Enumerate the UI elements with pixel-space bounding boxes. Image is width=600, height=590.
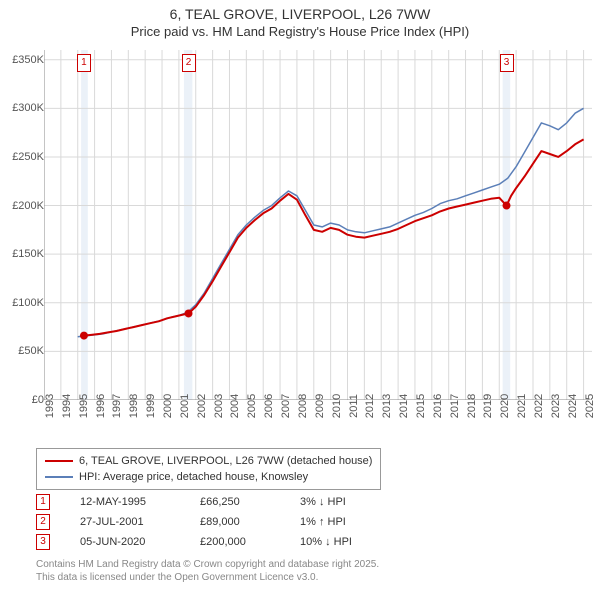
sale-date: 05-JUN-2020 [80, 536, 200, 548]
x-tick-label: 2020 [499, 394, 511, 418]
x-tick-label: 2008 [297, 394, 309, 418]
x-tick-label: 2012 [364, 394, 376, 418]
x-tick-label: 2022 [533, 394, 545, 418]
y-tick-label: £100K [12, 297, 44, 309]
x-tick-label: 2011 [348, 394, 360, 418]
sales-row: 1 12-MAY-1995 £66,250 3% ↓ HPI [36, 492, 420, 512]
title-line2: Price paid vs. HM Land Registry's House … [0, 24, 600, 39]
x-tick-label: 2006 [263, 394, 275, 418]
legend-label: HPI: Average price, detached house, Know… [79, 471, 308, 483]
x-tick-label: 2014 [398, 394, 410, 418]
sale-date: 27-JUL-2001 [80, 516, 200, 528]
footer-line1: Contains HM Land Registry data © Crown c… [36, 558, 379, 571]
sale-marker-box: 3 [500, 54, 514, 72]
sale-price: £66,250 [200, 496, 300, 508]
x-tick-label: 2016 [432, 394, 444, 418]
x-tick-label: 1994 [61, 394, 73, 418]
legend-swatch [45, 460, 73, 462]
x-tick-label: 2004 [229, 394, 241, 418]
x-tick-label: 2005 [246, 394, 258, 418]
footer-line2: This data is licensed under the Open Gov… [36, 571, 379, 584]
y-tick-label: £150K [12, 248, 44, 260]
legend-label: 6, TEAL GROVE, LIVERPOOL, L26 7WW (detac… [79, 455, 372, 467]
title-line1: 6, TEAL GROVE, LIVERPOOL, L26 7WW [0, 6, 600, 22]
x-tick-label: 1998 [128, 394, 140, 418]
sale-marker-badge: 1 [36, 494, 50, 510]
x-tick-label: 2003 [213, 394, 225, 418]
sales-row: 2 27-JUL-2001 £89,000 1% ↑ HPI [36, 512, 420, 532]
sales-row: 3 05-JUN-2020 £200,000 10% ↓ HPI [36, 532, 420, 552]
legend-row: 6, TEAL GROVE, LIVERPOOL, L26 7WW (detac… [45, 453, 372, 469]
chart-svg [44, 50, 592, 400]
x-tick-label: 2025 [584, 394, 596, 418]
x-tick-label: 2021 [516, 394, 528, 418]
sale-price: £200,000 [200, 536, 300, 548]
x-tick-label: 2002 [196, 394, 208, 418]
x-tick-label: 1995 [78, 394, 90, 418]
x-tick-label: 2001 [179, 394, 191, 418]
x-tick-label: 2010 [331, 394, 343, 418]
x-tick-label: 2018 [466, 394, 478, 418]
x-tick-label: 2009 [314, 394, 326, 418]
sale-marker-box: 1 [77, 54, 91, 72]
y-tick-label: £250K [12, 151, 44, 163]
sales-table: 1 12-MAY-1995 £66,250 3% ↓ HPI 2 27-JUL-… [36, 492, 420, 552]
legend-swatch [45, 476, 73, 478]
footer-attribution: Contains HM Land Registry data © Crown c… [36, 558, 379, 584]
sale-price: £89,000 [200, 516, 300, 528]
x-tick-label: 2023 [550, 394, 562, 418]
sale-marker-badge: 2 [36, 514, 50, 530]
x-tick-label: 2015 [415, 394, 427, 418]
sale-marker-badge: 3 [36, 534, 50, 550]
x-tick-label: 2000 [162, 394, 174, 418]
sale-diff: 3% ↓ HPI [300, 496, 420, 508]
sale-diff: 10% ↓ HPI [300, 536, 420, 548]
sale-date: 12-MAY-1995 [80, 496, 200, 508]
legend: 6, TEAL GROVE, LIVERPOOL, L26 7WW (detac… [36, 448, 381, 490]
x-tick-label: 1993 [44, 394, 56, 418]
y-tick-label: £300K [12, 102, 44, 114]
y-tick-label: £350K [12, 54, 44, 66]
title-block: 6, TEAL GROVE, LIVERPOOL, L26 7WW Price … [0, 0, 600, 41]
x-tick-label: 2007 [280, 394, 292, 418]
x-tick-label: 2017 [449, 394, 461, 418]
y-tick-label: £200K [12, 200, 44, 212]
x-tick-label: 1996 [95, 394, 107, 418]
chart-plot-area [44, 50, 592, 400]
x-tick-label: 2019 [482, 394, 494, 418]
x-tick-label: 1997 [111, 394, 123, 418]
x-tick-label: 1999 [145, 394, 157, 418]
chart-container: 6, TEAL GROVE, LIVERPOOL, L26 7WW Price … [0, 0, 600, 590]
x-tick-label: 2024 [567, 394, 579, 418]
y-tick-label: £0 [32, 394, 44, 406]
x-tick-label: 2013 [381, 394, 393, 418]
legend-row: HPI: Average price, detached house, Know… [45, 469, 372, 485]
y-tick-label: £50K [18, 345, 44, 357]
sale-marker-box: 2 [182, 54, 196, 72]
sale-diff: 1% ↑ HPI [300, 516, 420, 528]
